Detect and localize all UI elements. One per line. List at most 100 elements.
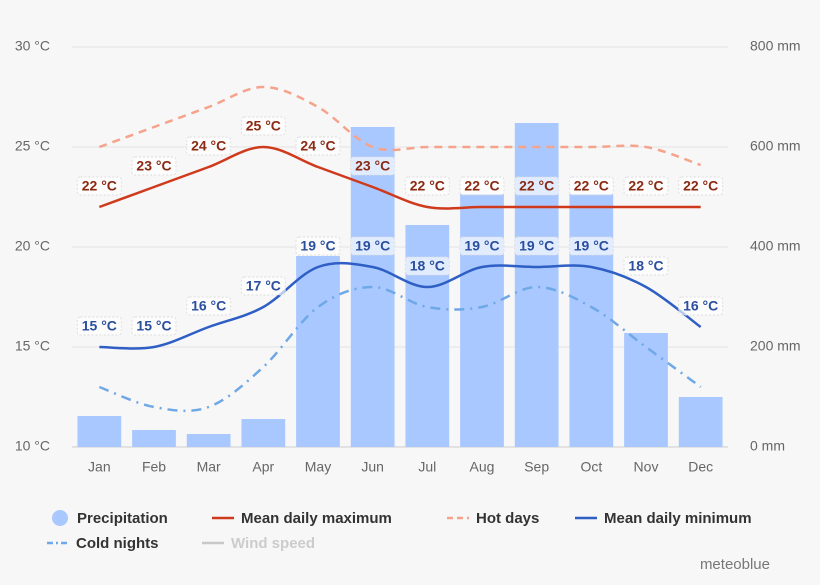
data-label-box <box>459 236 505 256</box>
y-tick-label: 20 °C <box>15 238 50 254</box>
data-label: 22 °C <box>82 178 117 194</box>
data-label-box <box>459 176 505 196</box>
x-tick-label: Sep <box>524 459 549 475</box>
data-label: 18 °C <box>410 258 445 274</box>
data-label-box <box>678 296 724 316</box>
bar <box>132 430 176 447</box>
data-label-box <box>186 136 232 156</box>
data-label-box <box>568 176 614 196</box>
data-label: 15 °C <box>82 318 117 334</box>
y2-tick-label: 800 mm <box>750 38 801 54</box>
bar <box>460 194 504 447</box>
legend-item: Wind speed <box>202 535 315 552</box>
data-label-box <box>623 176 669 196</box>
data-label-box <box>678 176 724 196</box>
y2-tick-label: 400 mm <box>750 238 801 254</box>
line <box>99 261 702 350</box>
data-label: 22 °C <box>410 178 445 194</box>
data-label: 24 °C <box>300 138 335 154</box>
data-label: 19 °C <box>574 238 609 254</box>
legend-item: Precipitation <box>52 510 168 527</box>
line <box>98 145 701 210</box>
legend-label: Hot days <box>476 510 539 527</box>
data-label-box <box>76 316 122 336</box>
x-tick-label: Aug <box>470 459 495 475</box>
data-label-box <box>186 296 232 316</box>
data-label: 18 °C <box>628 258 663 274</box>
y-tick-label: 30 °C <box>15 38 50 54</box>
data-label-box <box>76 176 122 196</box>
y2-tick-label: 0 mm <box>750 438 785 454</box>
legend-label: Precipitation <box>77 510 168 527</box>
bar <box>514 123 559 447</box>
data-label: 22 °C <box>683 178 718 194</box>
data-label-box <box>350 156 396 176</box>
legend-symbol <box>52 510 68 526</box>
x-tick-label: Apr <box>252 459 274 475</box>
bar <box>77 416 122 447</box>
data-label-box <box>350 236 396 256</box>
data-label: 19 °C <box>355 238 390 254</box>
data-label: 23 °C <box>355 158 390 174</box>
legend-label: Mean daily minimum <box>604 510 752 527</box>
data-label-box <box>295 136 341 156</box>
data-label-box <box>131 316 177 336</box>
x-tick-label: Jun <box>361 459 384 475</box>
data-label: 25 °C <box>246 118 281 134</box>
x-tick-label: Dec <box>688 459 713 475</box>
x-tick-label: Oct <box>580 459 602 475</box>
data-label-box <box>131 156 177 176</box>
data-label-box <box>240 116 286 136</box>
data-label: 24 °C <box>191 138 226 154</box>
data-label-box <box>404 176 450 196</box>
data-label-box <box>404 256 450 276</box>
y2-tick-label: 200 mm <box>750 338 801 354</box>
bar <box>241 419 286 447</box>
bar <box>569 194 614 447</box>
data-label-box <box>514 236 560 256</box>
y2-tick-label: 600 mm <box>750 138 801 154</box>
legend-item: Mean daily maximum <box>212 510 392 527</box>
y-tick-label: 15 °C <box>15 338 50 354</box>
x-tick-label: Feb <box>142 459 166 475</box>
x-tick-label: Nov <box>634 459 659 475</box>
data-label: 23 °C <box>136 158 171 174</box>
bar <box>678 397 723 447</box>
legend-label: Mean daily maximum <box>241 510 392 527</box>
x-tick-label: Jul <box>418 459 436 475</box>
legend-label: Wind speed <box>231 535 315 552</box>
y-tick-label: 10 °C <box>15 438 50 454</box>
data-label: 22 °C <box>628 178 663 194</box>
data-label-box <box>623 256 669 276</box>
bar <box>624 333 668 447</box>
legend-item: Cold nights <box>47 535 159 552</box>
legend-item: Mean daily minimum <box>575 510 752 527</box>
data-label-box <box>568 236 614 256</box>
data-label: 19 °C <box>464 238 499 254</box>
data-label: 16 °C <box>191 298 226 314</box>
data-label: 15 °C <box>136 318 171 334</box>
line <box>98 285 702 413</box>
data-label: 22 °C <box>574 178 609 194</box>
bar <box>296 256 340 447</box>
data-label: 17 °C <box>246 278 281 294</box>
x-tick-label: Jan <box>88 459 111 475</box>
y-tick-label: 25 °C <box>15 138 50 154</box>
data-label: 22 °C <box>464 178 499 194</box>
legend-label: Cold nights <box>76 535 159 552</box>
x-tick-label: May <box>305 459 331 475</box>
data-label: 19 °C <box>300 238 335 254</box>
line <box>98 85 702 167</box>
data-label-box <box>240 276 286 296</box>
data-label: 19 °C <box>519 238 554 254</box>
data-label-box <box>514 176 560 196</box>
data-label: 16 °C <box>683 298 718 314</box>
data-label-box <box>295 236 341 256</box>
data-label: 22 °C <box>519 178 554 194</box>
bar <box>350 127 395 447</box>
bar <box>186 434 231 447</box>
x-tick-label: Mar <box>197 459 221 475</box>
credit: meteoblue <box>700 556 770 573</box>
legend-item: Hot days <box>447 510 539 527</box>
